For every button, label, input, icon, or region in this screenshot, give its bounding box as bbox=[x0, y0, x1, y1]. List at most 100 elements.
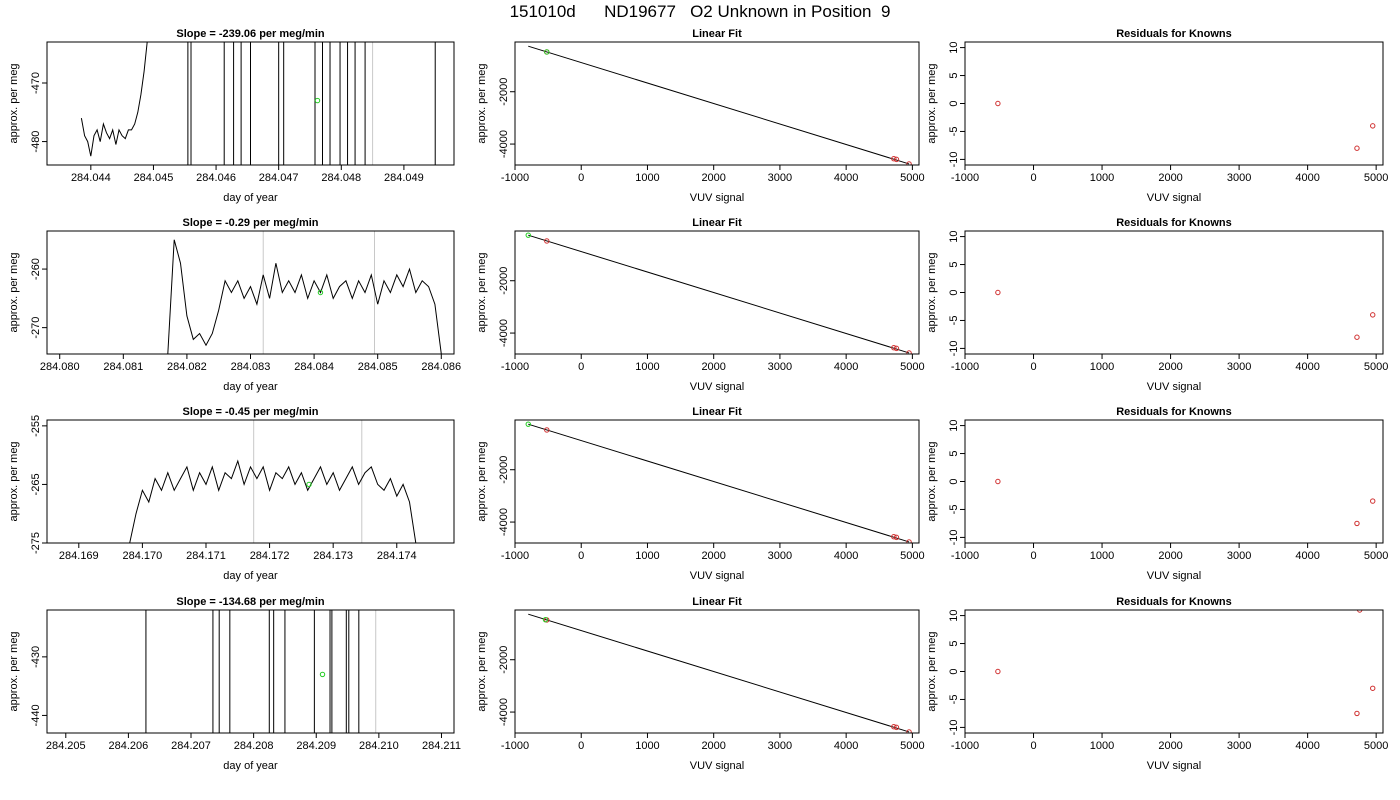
x-axis-label: VUV signal bbox=[690, 760, 744, 772]
mean-marker bbox=[319, 671, 326, 678]
y-tick-label: -480 bbox=[30, 131, 42, 153]
y-tick-label: -4000 bbox=[498, 319, 510, 347]
y-tick-label: -2000 bbox=[498, 456, 510, 484]
known-point bbox=[906, 350, 912, 354]
x-tick-label: 1000 bbox=[635, 550, 659, 562]
y-tick-label: -10 bbox=[948, 151, 960, 167]
residual-point bbox=[995, 100, 1001, 107]
x-tick-label: 284.169 bbox=[59, 550, 99, 562]
trace-line bbox=[167, 239, 442, 354]
y-tick-label: 10 bbox=[948, 419, 960, 431]
plot-frame bbox=[964, 609, 1384, 734]
y-tick-label: -4000 bbox=[498, 508, 510, 536]
x-tick-label: 284.171 bbox=[186, 550, 226, 562]
panel-7: Slope = -0.45 per meg/min 284.169 284.170 2… bbox=[8, 406, 455, 582]
x-axis-label: VUV signal bbox=[1147, 192, 1201, 204]
x-tick-label: 0 bbox=[578, 740, 584, 752]
x-tick-label: 2000 bbox=[1158, 740, 1182, 752]
x-tick-label: -1000 bbox=[501, 361, 529, 373]
known-point bbox=[891, 534, 897, 540]
x-tick-label: 3000 bbox=[1227, 172, 1251, 184]
x-tick-label: 5000 bbox=[1364, 172, 1388, 184]
y-tick-label: -4000 bbox=[498, 698, 510, 726]
x-tick-label: -1000 bbox=[951, 172, 979, 184]
plot-area bbox=[995, 478, 1376, 527]
fit-line bbox=[528, 613, 910, 733]
x-tick-label: 5000 bbox=[1364, 740, 1388, 752]
y-axis-label: approx. per meg bbox=[476, 631, 488, 711]
known-point bbox=[893, 724, 900, 731]
plot-frame bbox=[514, 419, 920, 544]
plot-frame bbox=[514, 41, 920, 166]
residual-point bbox=[1370, 312, 1376, 318]
plot-area bbox=[995, 100, 1376, 151]
residual-point bbox=[1370, 123, 1376, 129]
x-tick-label: 5000 bbox=[900, 740, 924, 752]
x-tick-label: -1000 bbox=[951, 361, 979, 373]
y-tick-label: 5 bbox=[948, 261, 960, 267]
fit-line bbox=[528, 45, 910, 165]
panel-title: Linear Fit bbox=[692, 596, 742, 608]
y-tick-label: -5 bbox=[948, 316, 960, 326]
y-tick-label: -10 bbox=[948, 719, 960, 735]
plot-area bbox=[129, 420, 417, 543]
plot-frame bbox=[46, 419, 455, 544]
residual-point bbox=[1354, 520, 1360, 527]
x-tick-label: 0 bbox=[578, 550, 584, 562]
y-axis-label: approx. per meg bbox=[8, 631, 20, 711]
known-point bbox=[906, 161, 912, 165]
x-tick-label: 284.207 bbox=[171, 740, 211, 752]
unknown-point bbox=[525, 421, 531, 427]
y-tick-label: -470 bbox=[30, 72, 42, 94]
y-axis-label: approx. per meg bbox=[926, 631, 938, 711]
page-title: 151010d ND19677 O2 Unknown in Position 9 bbox=[509, 2, 891, 21]
panel-title: Residuals for Knowns bbox=[1116, 217, 1232, 229]
panel-4: Slope = -0.29 per meg/min 284.080 284.081 2… bbox=[8, 217, 461, 393]
plot-area bbox=[528, 613, 912, 733]
panel-title: Residuals for Knowns bbox=[1116, 28, 1232, 40]
y-tick-label: 0 bbox=[948, 100, 960, 106]
plot-frame bbox=[964, 419, 1384, 544]
mean-marker bbox=[317, 289, 324, 296]
x-tick-label: 2000 bbox=[701, 172, 725, 184]
x-tick-label: 4000 bbox=[1295, 740, 1319, 752]
x-tick-label: 4000 bbox=[1295, 172, 1319, 184]
y-axis-label: approx. per meg bbox=[8, 252, 20, 332]
y-tick-label: -265 bbox=[30, 473, 42, 495]
x-tick-label: 284.084 bbox=[294, 361, 334, 373]
x-tick-label: 1000 bbox=[1090, 361, 1114, 373]
unknown-point bbox=[544, 49, 550, 55]
y-tick-label: -255 bbox=[30, 415, 42, 437]
x-tick-label: 1000 bbox=[635, 740, 659, 752]
x-tick-label: -1000 bbox=[951, 550, 979, 562]
x-tick-label: 284.173 bbox=[313, 550, 353, 562]
residual-point bbox=[1354, 334, 1360, 340]
x-tick-label: 0 bbox=[578, 172, 584, 184]
unknown-point bbox=[542, 616, 549, 623]
residual-point bbox=[1354, 145, 1360, 151]
x-tick-label: 284.208 bbox=[234, 740, 274, 752]
panel-title: Slope = -239.06 per meg/min bbox=[176, 28, 325, 40]
residual-point bbox=[1354, 710, 1360, 717]
x-tick-label: 284.170 bbox=[123, 550, 163, 562]
plot-area bbox=[525, 421, 912, 543]
x-tick-label: 3000 bbox=[768, 172, 792, 184]
y-tick-label: 0 bbox=[948, 668, 960, 674]
x-tick-label: 2000 bbox=[701, 740, 725, 752]
x-tick-label: 2000 bbox=[1158, 361, 1182, 373]
panel-12: Residuals for Knowns -1000 0 1000 2000 3000 40… bbox=[926, 596, 1388, 772]
y-tick-label: 0 bbox=[948, 289, 960, 295]
y-tick-label: -5 bbox=[948, 505, 960, 515]
residual-point bbox=[995, 478, 1001, 485]
x-tick-label: 3000 bbox=[1227, 550, 1251, 562]
x-tick-label: 284.082 bbox=[167, 361, 207, 373]
panel-title: Residuals for Knowns bbox=[1116, 406, 1232, 418]
x-tick-label: 284.205 bbox=[46, 740, 86, 752]
known-point bbox=[906, 729, 912, 733]
x-tick-label: 284.044 bbox=[71, 172, 111, 184]
y-tick-label: -2000 bbox=[498, 646, 510, 674]
x-tick-label: 284.047 bbox=[259, 172, 299, 184]
x-tick-label: 284.206 bbox=[109, 740, 149, 752]
panel-title: Slope = -134.68 per meg/min bbox=[176, 596, 325, 608]
known-point bbox=[893, 345, 900, 352]
